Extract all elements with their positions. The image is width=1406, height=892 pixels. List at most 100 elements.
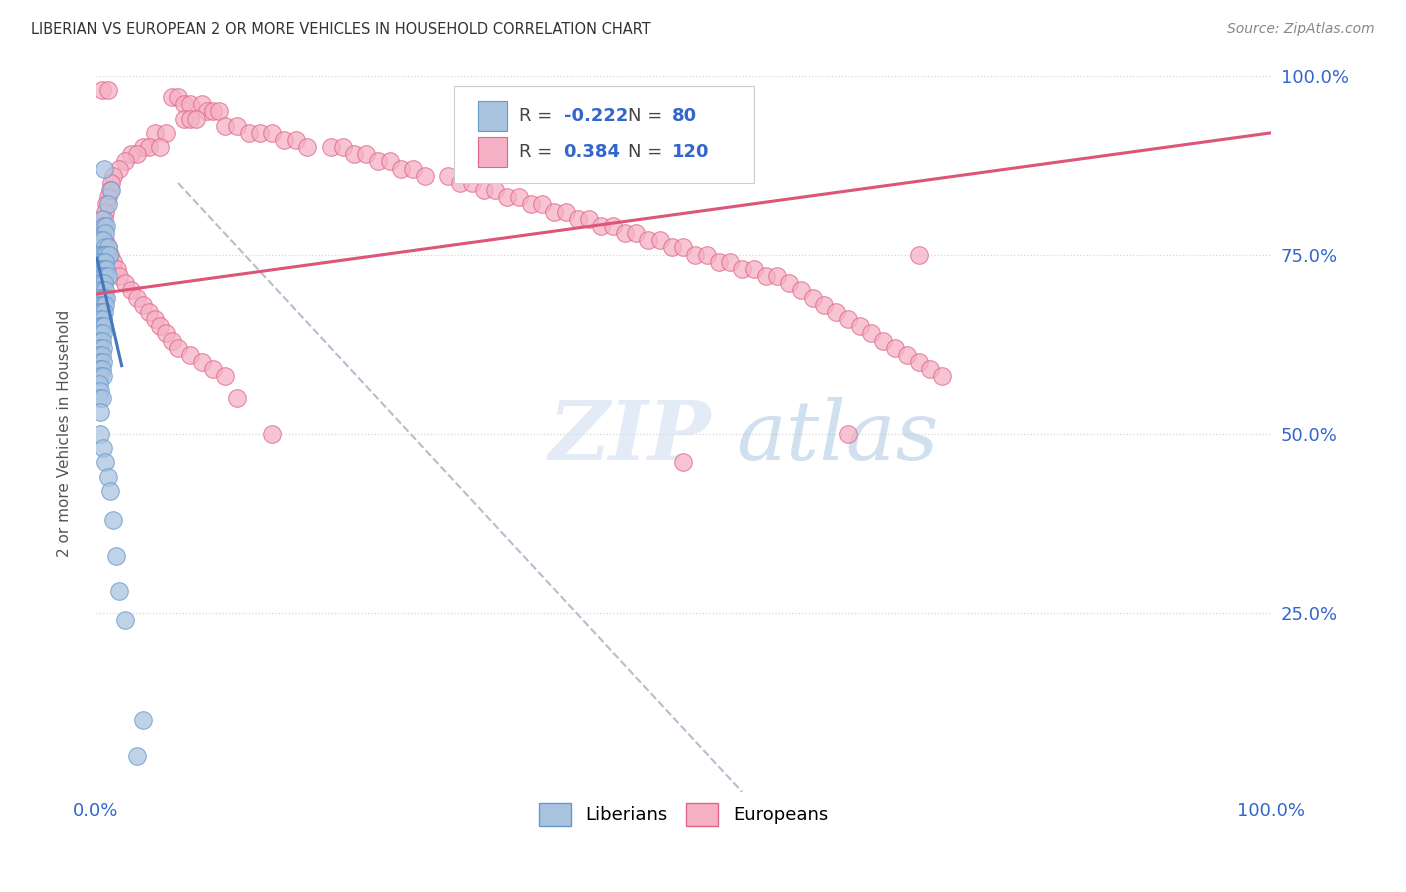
Point	[202, 362, 225, 376]
Point	[907, 247, 929, 261]
Point	[96, 469, 118, 483]
Point	[648, 233, 671, 247]
Point	[449, 176, 471, 190]
Legend: Liberians, Europeans: Liberians, Europeans	[530, 795, 837, 835]
Point	[90, 226, 112, 240]
Point	[89, 291, 111, 305]
Point	[97, 247, 120, 261]
Point	[89, 384, 111, 398]
Point	[578, 211, 600, 226]
Point	[225, 119, 247, 133]
Point	[114, 154, 136, 169]
Point	[262, 426, 284, 441]
Text: LIBERIAN VS EUROPEAN 2 OR MORE VEHICLES IN HOUSEHOLD CORRELATION CHART: LIBERIAN VS EUROPEAN 2 OR MORE VEHICLES …	[31, 22, 651, 37]
Point	[96, 197, 118, 211]
Point	[626, 226, 648, 240]
Point	[89, 262, 111, 277]
Point	[114, 277, 136, 291]
Point	[731, 262, 754, 277]
Point	[96, 83, 118, 97]
Point	[214, 369, 236, 384]
Point	[104, 549, 127, 563]
Point	[872, 334, 894, 348]
Point	[472, 183, 495, 197]
Point	[143, 126, 166, 140]
Point	[184, 112, 207, 126]
Point	[262, 126, 284, 140]
Point	[90, 211, 112, 226]
Point	[790, 284, 813, 298]
Point	[249, 126, 271, 140]
Point	[105, 262, 128, 277]
Point	[89, 277, 111, 291]
Point	[89, 326, 111, 341]
Point	[138, 140, 160, 154]
Point	[167, 90, 190, 104]
Point	[319, 140, 342, 154]
Point	[508, 190, 530, 204]
Point	[907, 355, 929, 369]
Point	[543, 204, 565, 219]
Point	[273, 133, 295, 147]
Point	[90, 334, 112, 348]
Point	[297, 140, 319, 154]
Point	[848, 319, 870, 334]
Point	[96, 197, 118, 211]
Point	[402, 161, 425, 176]
Point	[413, 169, 436, 183]
Point	[90, 319, 112, 334]
Point	[613, 226, 636, 240]
Point	[484, 183, 506, 197]
Point	[98, 484, 121, 499]
Point	[89, 355, 111, 369]
Text: R =: R =	[519, 144, 558, 161]
Point	[89, 284, 111, 298]
Point	[332, 140, 354, 154]
Point	[94, 284, 117, 298]
Point	[114, 613, 136, 627]
Point	[96, 269, 118, 284]
Point	[91, 312, 114, 326]
Point	[91, 284, 114, 298]
Point	[801, 291, 824, 305]
Point	[720, 254, 742, 268]
Point	[94, 240, 117, 254]
Point	[132, 140, 155, 154]
Point	[813, 298, 835, 312]
Point	[143, 312, 166, 326]
Point	[120, 284, 142, 298]
Point	[367, 154, 389, 169]
Point	[173, 112, 195, 126]
Text: R =: R =	[519, 107, 558, 126]
Point	[90, 362, 112, 376]
Point	[91, 341, 114, 355]
Text: Source: ZipAtlas.com: Source: ZipAtlas.com	[1227, 22, 1375, 37]
Point	[837, 426, 859, 441]
Text: 80: 80	[672, 107, 697, 126]
FancyBboxPatch shape	[478, 137, 508, 167]
Point	[98, 247, 121, 261]
Point	[100, 176, 122, 190]
FancyBboxPatch shape	[454, 87, 754, 183]
Point	[90, 291, 112, 305]
Point	[778, 277, 800, 291]
Point	[179, 112, 201, 126]
Point	[89, 376, 111, 391]
Point	[896, 348, 918, 362]
Point	[89, 391, 111, 405]
Point	[96, 247, 118, 261]
Point	[860, 326, 883, 341]
Point	[354, 147, 377, 161]
Point	[96, 240, 118, 254]
Point	[138, 305, 160, 319]
Point	[93, 291, 115, 305]
Point	[96, 190, 118, 204]
Point	[90, 83, 112, 97]
Text: 0.384: 0.384	[564, 144, 620, 161]
Point	[94, 254, 117, 268]
Point	[197, 104, 219, 119]
Point	[94, 298, 117, 312]
Point	[100, 183, 122, 197]
Point	[825, 305, 848, 319]
Point	[149, 140, 172, 154]
